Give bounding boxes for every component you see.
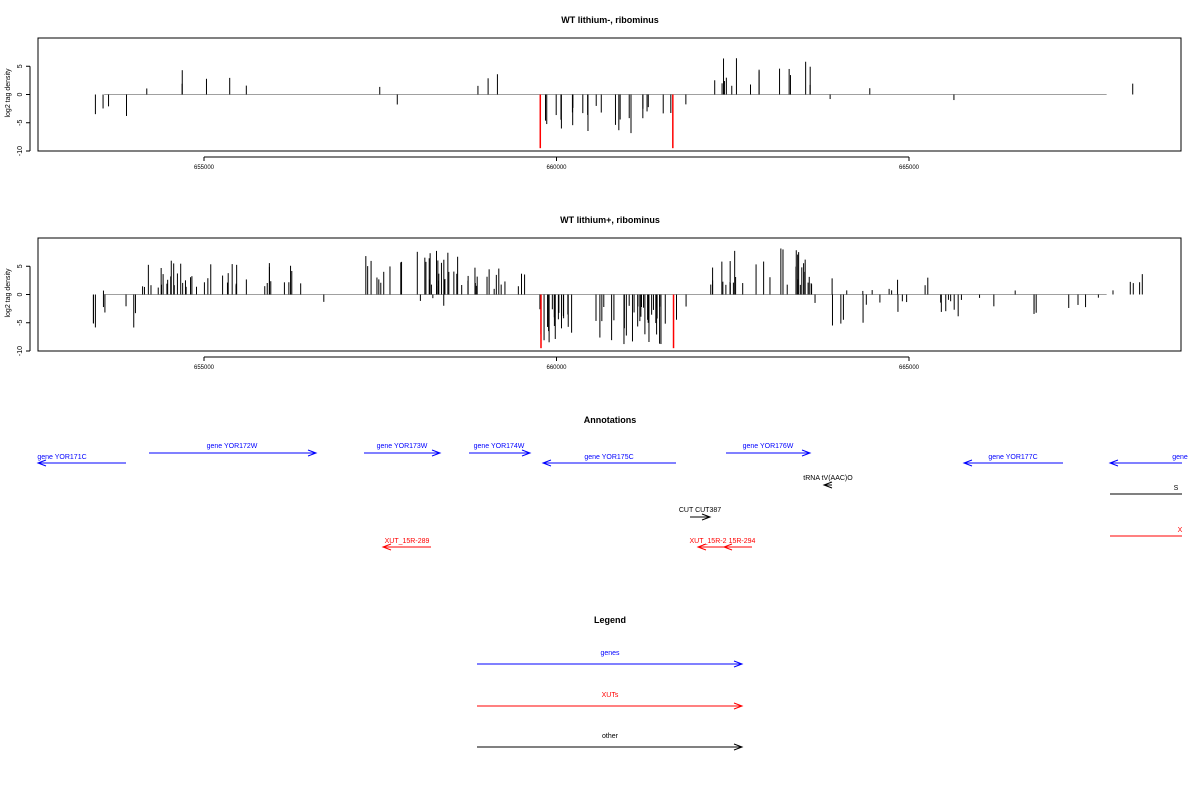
legend-arrow-head xyxy=(733,743,744,751)
y-axis-label: log2 tag density xyxy=(5,68,12,118)
feature-arrow-head xyxy=(962,459,973,467)
y-tick-label: -10 xyxy=(17,146,24,156)
signal-bars xyxy=(92,248,1143,349)
legend-label: XUTs xyxy=(602,692,619,699)
feature-other: tRNA tV(AAC)O xyxy=(803,475,853,489)
legend-arrow-head xyxy=(733,660,744,668)
feature-arrow-head xyxy=(1108,459,1119,467)
feature-label: XUT_15R-2 xyxy=(690,538,727,545)
x-tick-label: 660000 xyxy=(546,165,567,171)
feature-label: tRNA tV(AAC)O xyxy=(803,475,853,482)
legend-panel: Legend genes XUTs other xyxy=(477,615,744,751)
feature-label: XUT_15R-289 xyxy=(385,538,430,545)
feature-arrow-head xyxy=(431,449,442,457)
y-axis: -10 -5 0 5 xyxy=(17,64,31,156)
feature-gene: gene YOR174W xyxy=(469,443,532,457)
x-tick-label: 665000 xyxy=(899,165,920,171)
x-axis: 655000 660000 665000 xyxy=(194,356,920,371)
legend-items: genes XUTs other xyxy=(477,650,744,751)
x-tick-label: 660000 xyxy=(546,365,567,371)
plot-frame xyxy=(37,237,1182,352)
feature-arrow-head xyxy=(701,513,712,521)
x-tick-label: 665000 xyxy=(899,365,920,371)
feature-arrow-head xyxy=(541,459,552,467)
feature-label: gene YOR174W xyxy=(474,443,525,450)
y-tick-label: 5 xyxy=(17,264,24,268)
feature-label: gene xyxy=(1172,454,1188,461)
track-panel-lithium-minus: WT lithium-, ribominus log2 tag density … xyxy=(5,15,1182,171)
feature-label: CUT CUT387 xyxy=(679,507,721,514)
feature-label: gene YOR171C xyxy=(37,454,86,461)
feature-label: X xyxy=(1178,527,1183,534)
feature-label: gene YOR175C xyxy=(584,454,633,461)
y-axis-label: log2 tag density xyxy=(5,268,12,318)
feature-gene: gene YOR173W xyxy=(364,443,442,457)
annotations-title: Annotations xyxy=(584,415,637,425)
x-axis: 655000 660000 665000 xyxy=(194,156,920,171)
panel-title: WT lithium+, ribominus xyxy=(560,215,660,225)
y-tick-label: -10 xyxy=(17,346,24,356)
feature-label: S xyxy=(1174,485,1179,492)
feature-label: gene YOR172W xyxy=(207,443,258,450)
feature-arrow-head xyxy=(381,543,392,551)
feature-arrow-head xyxy=(307,449,318,457)
track-panel-lithium-plus: WT lithium+, ribominus log2 tag density … xyxy=(5,215,1182,371)
feature-arrow-head xyxy=(36,459,47,467)
feature-arrow-head xyxy=(822,481,833,489)
legend-title: Legend xyxy=(594,615,626,625)
feature-label: 15R-294 xyxy=(729,538,756,545)
y-tick-label: -5 xyxy=(17,120,24,126)
feature-label: gene YOR177C xyxy=(988,454,1037,461)
feature-xut: X xyxy=(1110,527,1183,537)
feature-xut: XUT_15R-289 xyxy=(381,538,431,551)
feature-gene: gene YOR175C xyxy=(541,454,676,467)
plot-frame xyxy=(37,37,1182,152)
feature-gene: gene YOR171C xyxy=(36,454,126,467)
y-tick-label: 0 xyxy=(17,292,24,296)
feature-label: gene YOR176W xyxy=(743,443,794,450)
feature-arrow-head xyxy=(801,449,812,457)
legend-item-xut: XUTs xyxy=(477,692,744,710)
y-tick-label: -5 xyxy=(17,320,24,326)
legend-label: other xyxy=(602,733,619,740)
y-tick-label: 0 xyxy=(17,92,24,96)
legend-item-gene: genes xyxy=(477,650,744,668)
feature-gene: gene xyxy=(1108,454,1188,467)
feature-xut: 15R-294 xyxy=(722,538,756,551)
feature-xut: XUT_15R-2 xyxy=(690,538,730,551)
feature-tracks: gene YOR171C gene YOR172W gene YOR173W gene… xyxy=(36,443,1188,551)
feature-arrow-head xyxy=(521,449,532,457)
feature-label: gene YOR173W xyxy=(377,443,428,450)
feature-arrow-head xyxy=(696,543,707,551)
feature-gene: gene YOR176W xyxy=(726,443,812,457)
legend-arrow-head xyxy=(733,702,744,710)
feature-gene: gene YOR177C xyxy=(962,454,1063,467)
x-tick-label: 655000 xyxy=(194,365,215,371)
feature-other: S xyxy=(1110,485,1182,495)
feature-gene: gene YOR172W xyxy=(149,443,318,457)
feature-arrow-head xyxy=(722,543,733,551)
legend-label: genes xyxy=(600,650,620,657)
y-axis: -10 -5 0 5 xyxy=(17,264,31,356)
x-tick-label: 655000 xyxy=(194,165,215,171)
y-tick-label: 5 xyxy=(17,64,24,68)
feature-other: CUT CUT387 xyxy=(679,507,721,521)
signal-bars xyxy=(94,58,1134,149)
panel-title: WT lithium-, ribominus xyxy=(561,15,659,25)
legend-item-other: other xyxy=(477,733,744,751)
